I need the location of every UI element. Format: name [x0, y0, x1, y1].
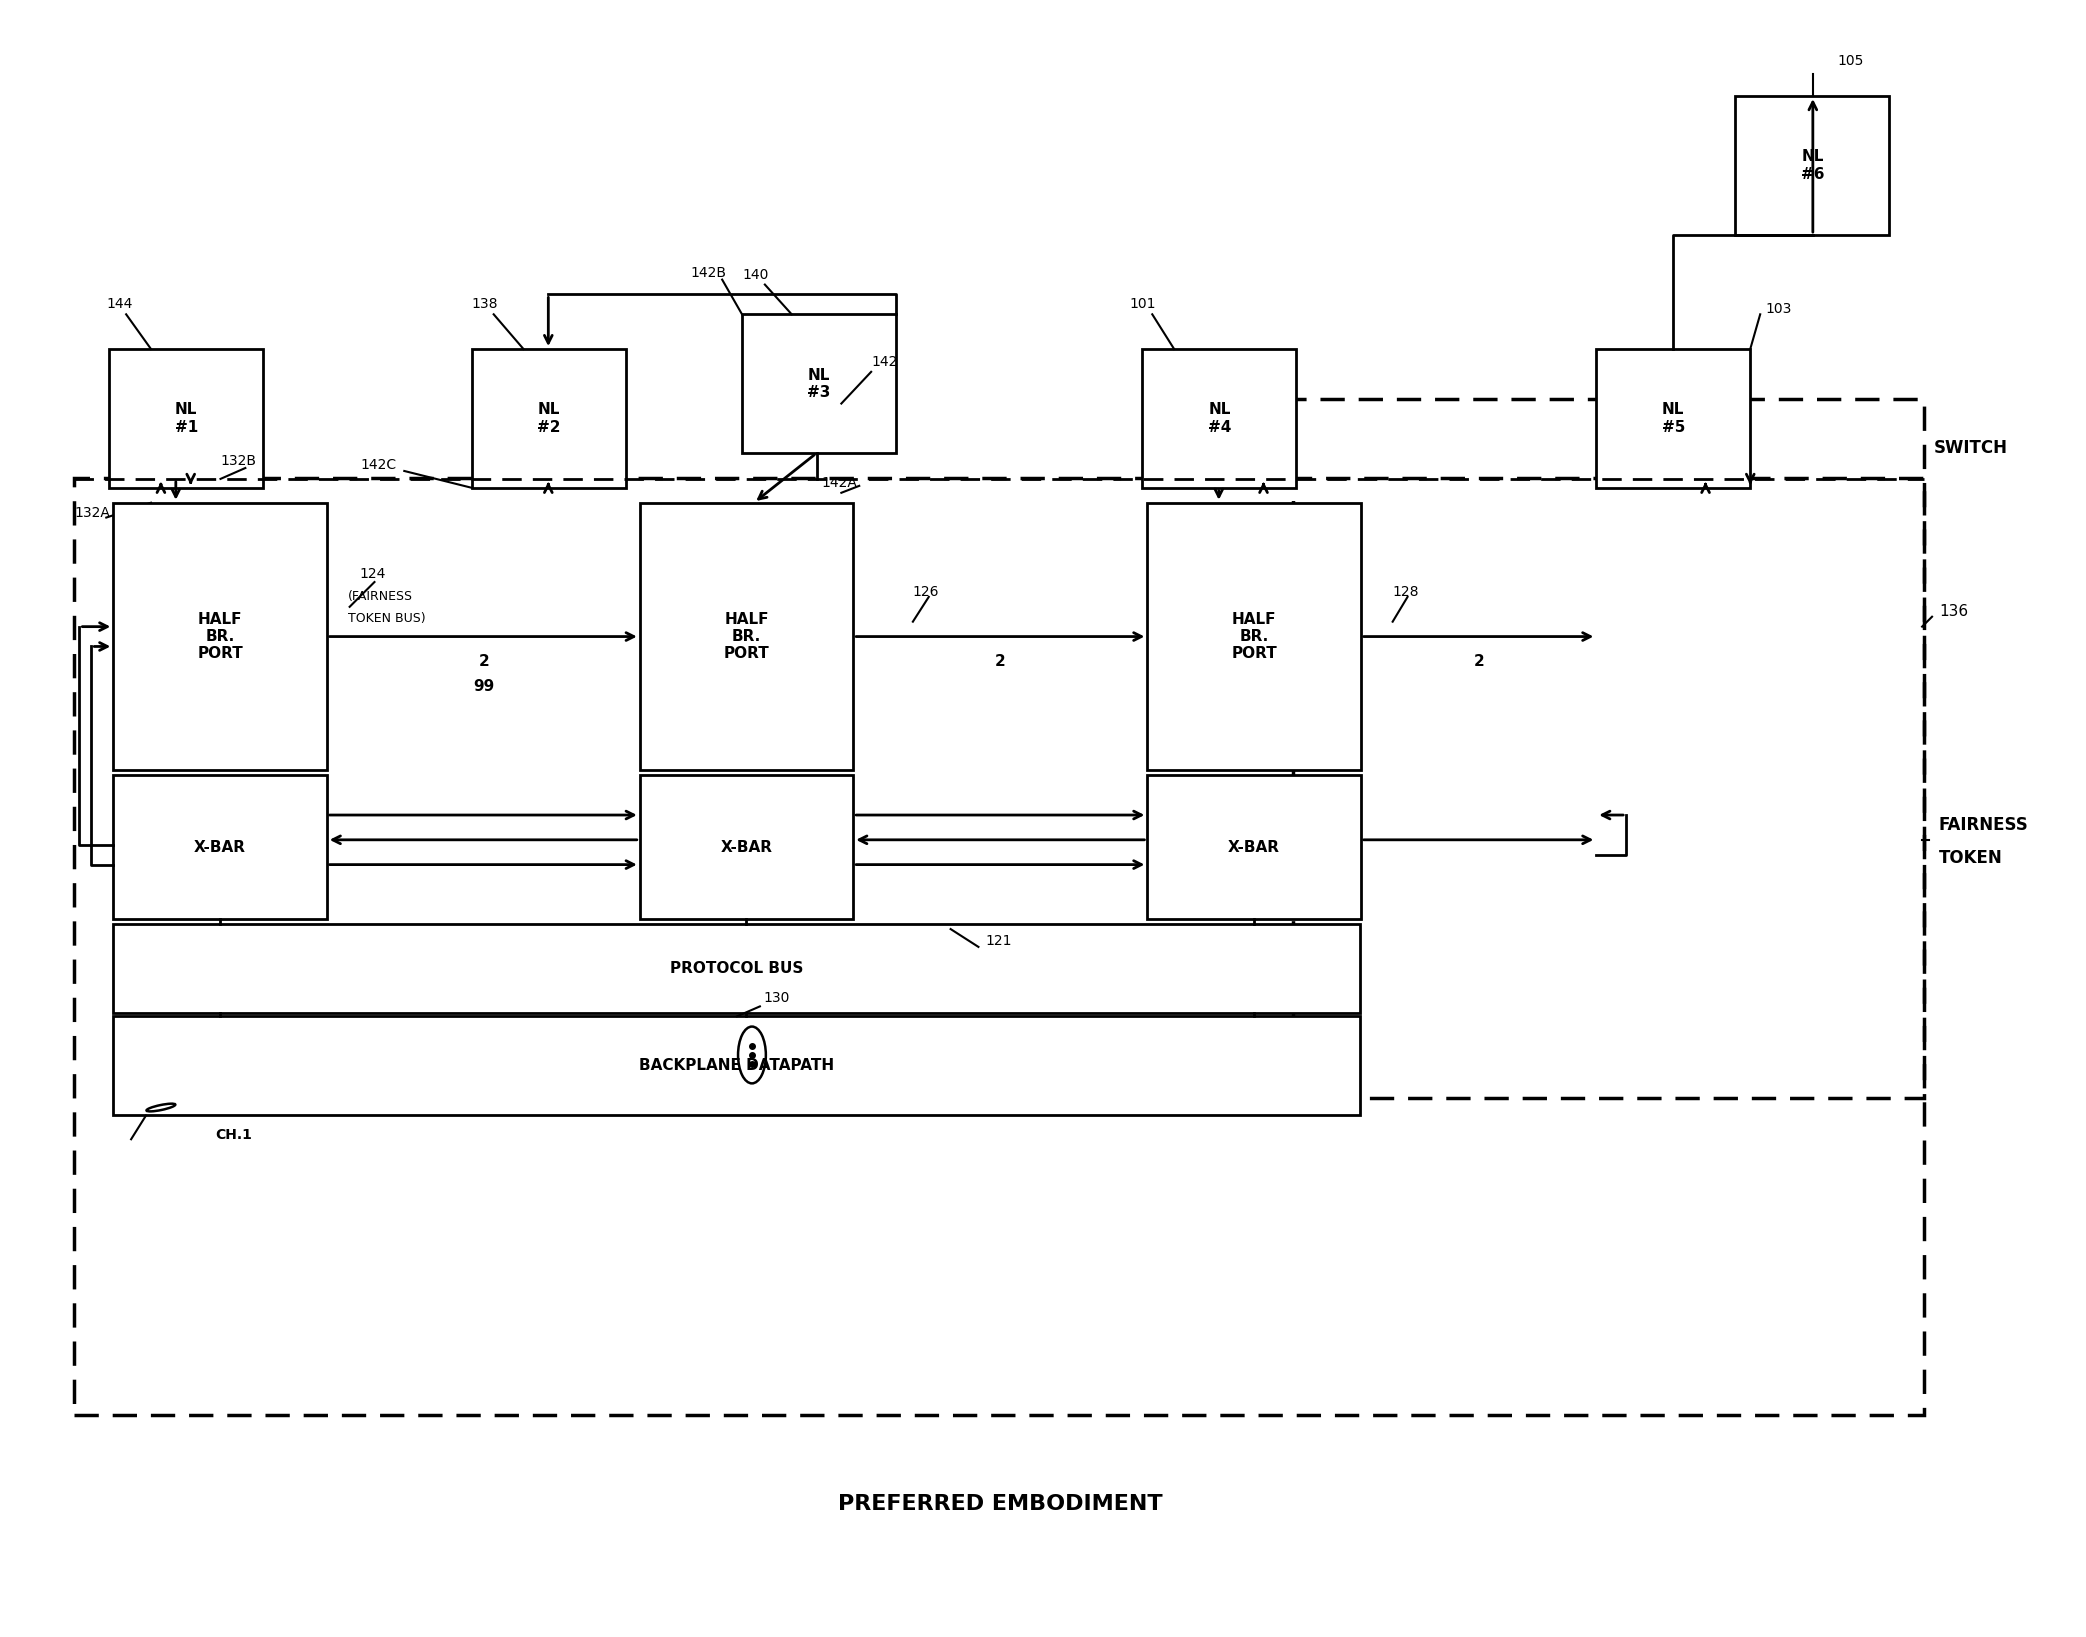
Text: 132B: 132B	[221, 453, 257, 468]
Text: NL
#2: NL #2	[536, 403, 561, 434]
Text: 2: 2	[1473, 653, 1485, 670]
Text: 136: 136	[1940, 604, 1967, 619]
Text: NL
#4: NL #4	[1208, 403, 1231, 434]
FancyBboxPatch shape	[1736, 97, 1890, 236]
Text: CH.1: CH.1	[215, 1128, 252, 1143]
Text: 121: 121	[985, 935, 1012, 948]
Text: NL
#1: NL #1	[175, 403, 198, 434]
Text: NL
#6: NL #6	[1800, 149, 1823, 182]
Text: 142: 142	[872, 355, 897, 368]
FancyBboxPatch shape	[471, 349, 626, 488]
Text: 142C: 142C	[361, 458, 396, 471]
Text: PREFERRED EMBODIMENT: PREFERRED EMBODIMENT	[839, 1495, 1162, 1514]
Text: TOKEN BUS): TOKEN BUS)	[348, 612, 426, 625]
Text: X-BAR: X-BAR	[1229, 840, 1281, 855]
Text: NL
#5: NL #5	[1663, 403, 1685, 434]
Text: 138: 138	[471, 298, 499, 311]
Text: 124: 124	[359, 566, 386, 581]
Text: PROTOCOL BUS: PROTOCOL BUS	[670, 961, 803, 976]
FancyBboxPatch shape	[75, 478, 1923, 1414]
Text: NL
#3: NL #3	[807, 368, 830, 399]
FancyBboxPatch shape	[1596, 349, 1750, 488]
Text: X-BAR: X-BAR	[720, 840, 772, 855]
Text: BACKPLANE DATAPATH: BACKPLANE DATAPATH	[638, 1059, 834, 1074]
Text: SWITCH: SWITCH	[1934, 439, 2009, 457]
Text: X-BAR: X-BAR	[194, 840, 246, 855]
FancyBboxPatch shape	[1143, 349, 1295, 488]
Text: 126: 126	[914, 584, 939, 599]
Text: 128: 128	[1393, 584, 1418, 599]
FancyBboxPatch shape	[113, 503, 328, 771]
Text: 99: 99	[474, 679, 494, 694]
Text: 140: 140	[743, 268, 768, 282]
Text: 103: 103	[1765, 303, 1792, 316]
Text: 130: 130	[763, 992, 791, 1005]
Text: 132A: 132A	[75, 506, 111, 519]
FancyBboxPatch shape	[113, 776, 328, 918]
FancyBboxPatch shape	[1147, 503, 1360, 771]
Text: FAIRNESS: FAIRNESS	[1940, 815, 2030, 833]
FancyBboxPatch shape	[640, 776, 853, 918]
FancyBboxPatch shape	[1147, 776, 1360, 918]
FancyBboxPatch shape	[640, 503, 853, 771]
FancyBboxPatch shape	[113, 1017, 1360, 1115]
Text: TOKEN: TOKEN	[1940, 848, 2003, 866]
Text: 142A: 142A	[822, 476, 857, 489]
Text: (FAIRNESS: (FAIRNESS	[348, 591, 413, 604]
Text: 101: 101	[1129, 298, 1156, 311]
Text: 2: 2	[995, 653, 1005, 670]
Text: 2: 2	[478, 653, 488, 670]
Text: 142B: 142B	[690, 265, 726, 280]
Text: HALF
BR.
PORT: HALF BR. PORT	[724, 612, 770, 661]
Text: 144: 144	[106, 298, 134, 311]
FancyBboxPatch shape	[108, 349, 263, 488]
Text: HALF
BR.
PORT: HALF BR. PORT	[198, 612, 242, 661]
Text: HALF
BR.
PORT: HALF BR. PORT	[1231, 612, 1277, 661]
Text: 105: 105	[1838, 54, 1865, 69]
FancyBboxPatch shape	[113, 925, 1360, 1013]
FancyBboxPatch shape	[743, 314, 897, 453]
